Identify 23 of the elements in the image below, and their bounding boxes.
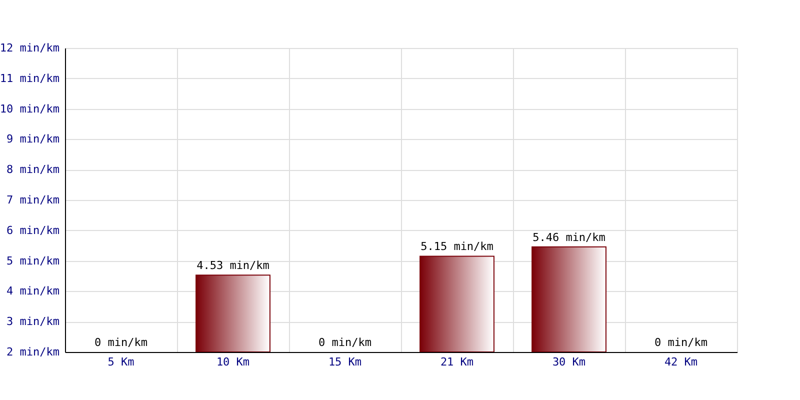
- data-label: 5.15 min/km: [420, 240, 494, 254]
- y-tick-label: 2 min/km: [6, 346, 60, 358]
- y-tick-label: 4 min/km: [6, 284, 60, 298]
- y-tick-label: 3 min/km: [6, 315, 60, 328]
- data-label: 5.46 min/km: [532, 230, 606, 244]
- y-tick-label: 12 min/km: [0, 42, 60, 54]
- y-tick-label: 9 min/km: [6, 132, 60, 146]
- y-tick-label: 6 min/km: [6, 224, 60, 237]
- x-tick-label: 21 Km: [440, 356, 474, 368]
- text: 0 min/km: [94, 336, 148, 349]
- x-tick-label: 10 Km: [216, 356, 250, 368]
- y-tick-label: 7 min/km: [6, 194, 60, 206]
- y-tick-label: 5 min/km: [6, 254, 60, 268]
- y-tick-label: 10 min/km: [0, 102, 60, 116]
- data-label: 4.53 min/km: [196, 259, 270, 272]
- x-tick-label: 5 Km: [108, 356, 135, 368]
- text: 0 min/km: [318, 336, 372, 349]
- y-tick-label: 8 min/km: [6, 163, 60, 176]
- x-tick-label: 15 Km: [328, 356, 362, 368]
- y-tick-label: 11 min/km: [0, 72, 60, 85]
- x-tick-label: 30 Km: [552, 356, 586, 368]
- text: 0 min/km: [654, 336, 708, 349]
- x-tick-label: 42 Km: [664, 356, 698, 368]
